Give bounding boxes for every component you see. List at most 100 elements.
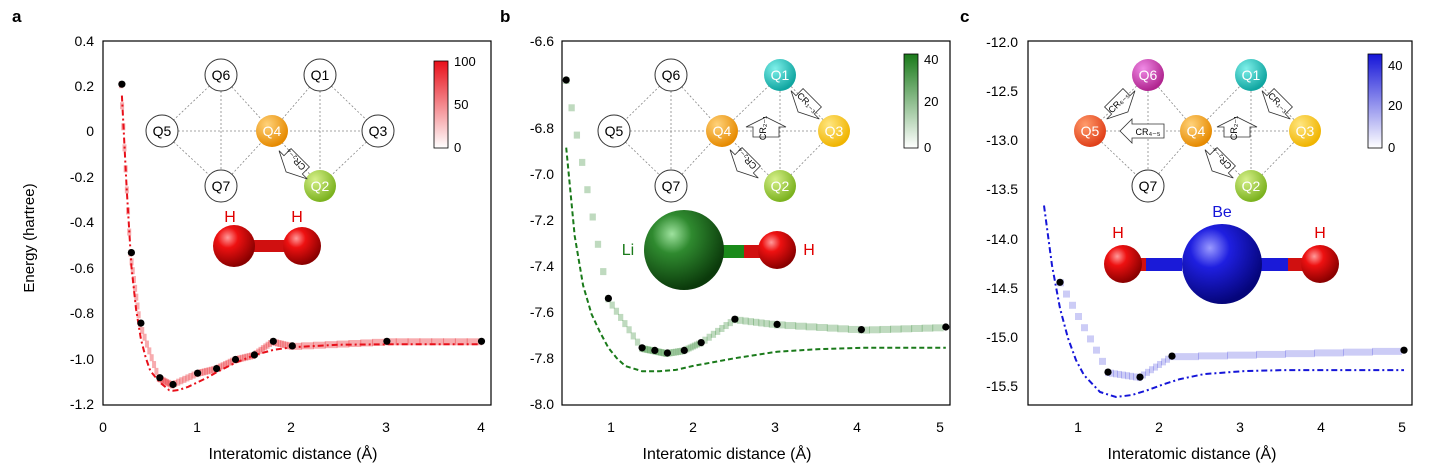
y-tick-label: 0.4 bbox=[75, 33, 95, 49]
x-tick-label: 0 bbox=[99, 419, 107, 435]
qubit-q2: Q2 bbox=[764, 170, 796, 202]
density-cell bbox=[805, 323, 818, 331]
density-cell bbox=[246, 353, 251, 361]
qubit-label: Q5 bbox=[153, 123, 172, 139]
measured-point bbox=[231, 355, 240, 364]
density-cell bbox=[1087, 335, 1094, 343]
qubit-q3: Q3 bbox=[818, 115, 850, 147]
qubit-diagram: Q6 Q1 Q5 Q4 Q3 Q7 Q2 CR₆₋₅ CR₄₋₅ CR₁₋₃ C… bbox=[1074, 59, 1321, 203]
qubit-label: Q6 bbox=[662, 67, 681, 83]
qubit-q4: Q4 bbox=[1180, 115, 1212, 147]
density-cell bbox=[763, 320, 770, 328]
colorbar-tick: 0 bbox=[924, 140, 931, 155]
y-tick-label: -0.6 bbox=[70, 260, 94, 276]
density-cell bbox=[1343, 348, 1373, 356]
colorbar-tick: 50 bbox=[454, 97, 468, 112]
x-tick-labels: 0 1 2 3 4 bbox=[99, 419, 485, 435]
y-tick-label: -1.0 bbox=[70, 351, 94, 367]
cr-gate-arrow: CR₂₋₁ bbox=[745, 116, 787, 140]
density-cell bbox=[1063, 290, 1070, 298]
qubit-label: Q1 bbox=[771, 67, 790, 83]
x-tick-label: 2 bbox=[287, 419, 295, 435]
qubit-diagram: Q6 Q1 Q5 Q4 Q3 Q7 Q2 CR₁₋₃ CR₂₋₁ CR₂₋₄ bbox=[597, 58, 850, 203]
y-tick-label: -15.5 bbox=[986, 378, 1018, 394]
y-tick-labels: -8.0 -7.8 -7.6 -7.4 -7.2 -7.0 -6.8 -6.6 bbox=[530, 33, 554, 412]
density-cell bbox=[1165, 355, 1170, 363]
density-cell bbox=[737, 316, 744, 324]
density-cell bbox=[1109, 369, 1114, 377]
colorbar: 100 50 0 bbox=[433, 54, 476, 155]
qubit-label: Q6 bbox=[212, 67, 231, 83]
measured-point bbox=[1168, 352, 1176, 360]
x-tick-label: 2 bbox=[689, 419, 697, 435]
colorbar-tick: 20 bbox=[924, 94, 938, 109]
y-tick-label: -12.5 bbox=[986, 83, 1018, 99]
qubit-q4: Q4 bbox=[256, 115, 288, 147]
density-cell bbox=[360, 339, 374, 347]
qubit-q1: Q1 bbox=[764, 59, 796, 91]
density-cell bbox=[826, 324, 839, 332]
h2-molecule: H H bbox=[213, 209, 321, 267]
density-cell bbox=[689, 343, 694, 351]
density-cell bbox=[784, 322, 797, 330]
density-cell bbox=[579, 158, 586, 166]
density-cell bbox=[613, 307, 620, 315]
density-cell bbox=[454, 338, 468, 346]
measured-point bbox=[169, 380, 177, 389]
x-tick-label: 1 bbox=[607, 419, 615, 435]
density-cell bbox=[753, 318, 760, 326]
density-cell bbox=[1117, 370, 1122, 378]
density-cell bbox=[1372, 347, 1402, 355]
measured-point bbox=[1136, 373, 1144, 381]
density-cell bbox=[1125, 372, 1130, 380]
density-cell bbox=[758, 319, 765, 327]
beryllium-atom bbox=[1182, 224, 1262, 304]
density-cell bbox=[594, 240, 602, 248]
density-cell bbox=[284, 341, 289, 349]
density-cell bbox=[670, 349, 675, 357]
qubit-label: Q7 bbox=[1139, 178, 1158, 194]
y-tick-label: -15.0 bbox=[986, 329, 1018, 345]
panel-label: b bbox=[500, 7, 510, 26]
qubit-q2: Q2 bbox=[1235, 170, 1267, 202]
density-cell bbox=[165, 378, 170, 386]
colorbar-tick: 20 bbox=[1388, 98, 1402, 113]
density-cell bbox=[674, 348, 679, 356]
density-cell bbox=[225, 359, 230, 367]
hydrogen-atom bbox=[1104, 245, 1142, 283]
data-layer bbox=[562, 76, 950, 373]
qubit-label: Q1 bbox=[1242, 67, 1261, 83]
measured-point bbox=[663, 349, 672, 357]
density-cell bbox=[1081, 324, 1088, 332]
density-cell bbox=[1069, 301, 1076, 309]
density-cell bbox=[1314, 349, 1344, 357]
qubit-label: Q2 bbox=[771, 178, 790, 194]
qubit-label: Q5 bbox=[605, 123, 624, 139]
density-cell bbox=[890, 325, 902, 333]
density-cell bbox=[1157, 360, 1162, 368]
atom-label: H bbox=[803, 242, 815, 259]
density-cell bbox=[419, 338, 433, 346]
cr-gate-arrow: CR₂₋₄ bbox=[729, 146, 762, 179]
density-cell bbox=[816, 324, 828, 331]
density-cell bbox=[201, 368, 206, 376]
measured-point bbox=[156, 374, 164, 382]
data-layer bbox=[118, 80, 486, 392]
theory-curve bbox=[120, 95, 482, 392]
bond bbox=[1142, 258, 1182, 271]
density-cell bbox=[1133, 373, 1138, 381]
density-cell bbox=[263, 343, 268, 351]
measured-point bbox=[857, 326, 866, 334]
measured-point bbox=[383, 337, 391, 345]
qubit-q1: Q1 bbox=[303, 58, 337, 92]
lih-molecule: Li H bbox=[622, 210, 815, 290]
x-tick-label: 1 bbox=[1074, 419, 1082, 435]
qubit-label: Q2 bbox=[1242, 178, 1261, 194]
density-cell bbox=[258, 346, 263, 354]
density-cell bbox=[643, 345, 648, 353]
density-cell bbox=[727, 319, 733, 327]
cr-gate-arrow: CR₁₋₃ bbox=[1261, 87, 1294, 120]
density-cell bbox=[661, 349, 666, 357]
qubit-q6: Q6 bbox=[204, 58, 238, 92]
density-cell bbox=[1161, 358, 1166, 366]
